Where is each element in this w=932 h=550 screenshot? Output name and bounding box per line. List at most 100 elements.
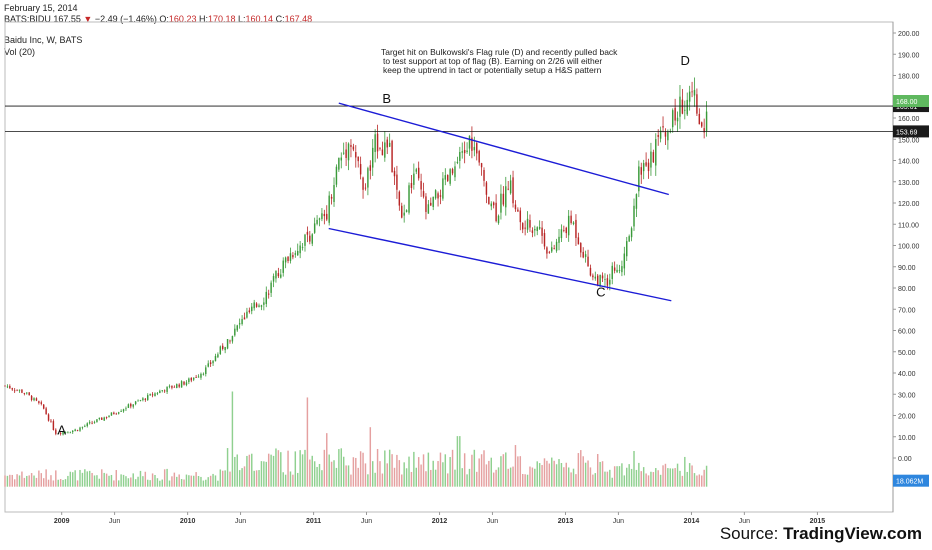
candle-body [161, 390, 163, 391]
volume-bar [50, 475, 52, 487]
y-tick-label: 20.00 [898, 414, 916, 421]
price-change: −2.49 (−1.46%) [94, 14, 157, 24]
candle-body [488, 196, 490, 205]
volume-bar [640, 471, 642, 487]
volume-bar [492, 472, 495, 487]
candle-body [38, 401, 40, 403]
volume-bar [335, 467, 338, 487]
volume-bar [488, 460, 490, 487]
candle-body [386, 139, 388, 148]
candle-body [21, 389, 23, 393]
candle-body [9, 385, 11, 389]
volume-bar [326, 433, 328, 487]
volume-bar [217, 480, 219, 487]
candle-body [367, 168, 369, 188]
candle-body [659, 130, 662, 139]
candle-body [476, 143, 478, 154]
candle-body [168, 385, 171, 387]
candle-body [512, 177, 514, 204]
candle-body [76, 430, 79, 431]
volume-bar [277, 450, 280, 487]
volume-bar [471, 454, 473, 487]
volume-bar [125, 476, 127, 487]
volume-indicator-label[interactable]: Vol (20) [4, 47, 36, 57]
volume-bar [384, 450, 386, 487]
volume-bar [246, 455, 248, 487]
candle-body [626, 241, 628, 257]
chart-date: February 15, 2014 [4, 3, 78, 13]
volume-bar [292, 474, 294, 487]
candle-body [289, 253, 292, 261]
volume-bar [62, 479, 64, 487]
high-value: 170.18 [207, 14, 236, 24]
candle-body [640, 167, 642, 175]
low-value: 160.14 [245, 14, 274, 24]
candle-body [224, 346, 226, 351]
volume-bar [609, 469, 611, 487]
candle-body [371, 147, 374, 168]
volume-bar [502, 454, 505, 487]
candle-body [461, 151, 463, 153]
source-brand[interactable]: TradingView.com [783, 524, 922, 543]
candle-body [584, 254, 587, 257]
pattern-point-label: C [596, 285, 605, 300]
volume-bar [280, 452, 282, 487]
volume-bar [509, 467, 512, 487]
volume-bar [255, 470, 258, 487]
volume-bar [667, 468, 669, 487]
candle-body [357, 156, 359, 162]
candle-body [456, 161, 459, 164]
symbol[interactable]: BATS:BIDU [4, 14, 51, 24]
volume-bar [446, 473, 449, 487]
volume-bar [701, 475, 703, 487]
candle-body [681, 99, 684, 114]
candle-body [258, 305, 260, 307]
volume-bar [110, 474, 113, 487]
volume-bar [425, 471, 427, 487]
volume-bar [231, 391, 234, 487]
volume-bar [328, 454, 330, 487]
candle-body [323, 213, 326, 217]
candle-body [551, 247, 553, 252]
candle-body [442, 178, 444, 199]
volume-bar [47, 479, 50, 487]
candle-body [30, 395, 33, 400]
volume-bar [696, 475, 698, 487]
candle-body [91, 422, 93, 424]
candle-body [108, 415, 110, 417]
volume-bar [313, 461, 316, 487]
candle-body [388, 142, 391, 147]
volume-bar [122, 474, 125, 487]
volume-bar [454, 469, 456, 487]
volume-bar [96, 475, 98, 487]
x-tick-label: Jun [487, 518, 498, 525]
volume-bar [265, 461, 268, 487]
x-tick-label: Jun [613, 518, 624, 525]
candle-body [147, 395, 149, 400]
candle-body [502, 193, 505, 205]
candle-body [330, 196, 333, 199]
volume-bar [185, 474, 188, 487]
candle-body [219, 346, 222, 354]
volume-bar [606, 471, 609, 487]
volume-bar [408, 456, 410, 487]
volume-bar [115, 470, 118, 487]
candle-body [212, 360, 214, 364]
volume-bar [427, 452, 430, 487]
y-tick-label: 180.00 [898, 74, 920, 81]
candle-body [40, 402, 43, 404]
y-tick-label: 30.00 [898, 392, 916, 399]
candle-body [628, 236, 630, 242]
candle-body [403, 212, 405, 216]
candle-body [45, 408, 47, 415]
candle-body [333, 185, 335, 202]
volume-bar [316, 466, 318, 487]
volume-bar [18, 475, 21, 487]
candle-body [427, 204, 430, 214]
candle-body [671, 110, 674, 128]
volume-bar [473, 449, 476, 487]
candle-body [52, 421, 55, 430]
volume-bar [57, 479, 59, 487]
